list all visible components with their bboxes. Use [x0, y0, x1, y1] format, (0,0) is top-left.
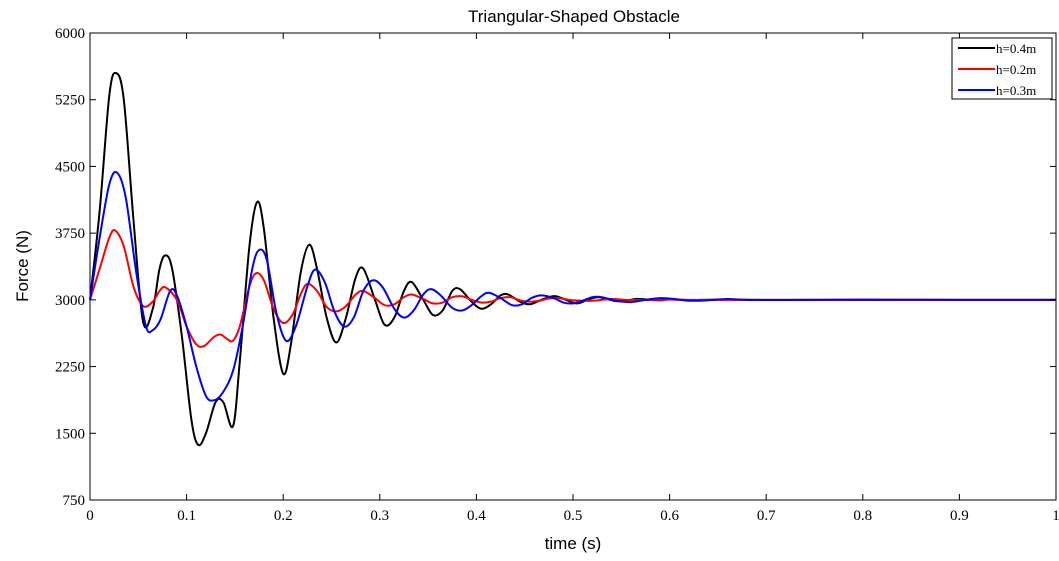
x-tick-label: 0.1 — [177, 508, 196, 524]
y-axis-label: Force (N) — [13, 230, 32, 302]
x-tick-label: 1 — [1052, 508, 1059, 524]
chart-title: Triangular-Shaped Obstacle — [468, 7, 680, 26]
y-tick-label: 750 — [63, 493, 86, 509]
legend: h=0.4m h=0.2m h=0.3m — [951, 37, 1053, 100]
x-tick-label: 0.8 — [853, 508, 872, 524]
x-tick-label: 0.5 — [564, 508, 583, 524]
plot-area — [89, 32, 1057, 501]
axis-ticks: 0 0.1 0.2 0.3 0.4 0.5 0.6 0.7 0.8 0.9 1 750 1500 2250… — [55, 26, 1059, 524]
legend-label-h04: h=0.4m — [996, 41, 1036, 56]
series-layer — [89, 71, 1057, 447]
x-tick-label: 0.2 — [274, 508, 293, 524]
x-tick-label: 0.4 — [467, 508, 486, 524]
x-tick-label: 0.3 — [370, 508, 389, 524]
legend-label-h03: h=0.3m — [996, 83, 1036, 98]
series-line-h03 — [89, 171, 1057, 402]
y-tick-label: 5250 — [55, 93, 85, 109]
y-tick-label: 3750 — [55, 226, 85, 242]
y-tick-label: 3000 — [55, 293, 85, 309]
x-tick-label: 0.9 — [950, 508, 969, 524]
series-line-h02 — [89, 229, 1057, 348]
x-tick-label: 0.6 — [660, 508, 679, 524]
x-axis-label: time (s) — [545, 534, 602, 553]
y-tick-label: 2250 — [55, 360, 85, 376]
x-tick-label: 0.7 — [757, 508, 776, 524]
legend-label-h02: h=0.2m — [996, 62, 1036, 77]
y-tick-label: 1500 — [55, 426, 85, 442]
y-tick-label: 4500 — [55, 159, 85, 175]
x-tick-label: 0 — [86, 508, 94, 524]
y-tick-label: 6000 — [55, 26, 85, 42]
